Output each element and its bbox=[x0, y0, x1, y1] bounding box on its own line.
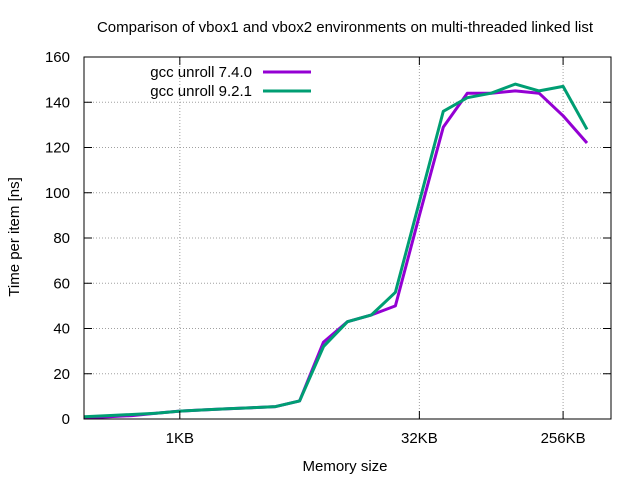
x-tick-label: 32KB bbox=[401, 430, 438, 447]
y-tick-label: 120 bbox=[45, 140, 70, 157]
axis-ticks bbox=[84, 56, 611, 420]
series-1 bbox=[83, 89, 589, 420]
y-tick-label: 60 bbox=[53, 275, 70, 292]
y-tick-label: 160 bbox=[45, 49, 70, 66]
y-tick-label: 140 bbox=[45, 94, 70, 111]
y-tick-label: 100 bbox=[45, 185, 70, 202]
x-axis-label: Memory size bbox=[302, 458, 387, 475]
series-line bbox=[83, 82, 589, 419]
y-tick-label: 20 bbox=[53, 366, 70, 383]
grid-lines bbox=[84, 57, 611, 419]
legend: gcc unroll 7.4.0 gcc unroll 9.2.1 bbox=[150, 64, 311, 100]
legend-label: gcc unroll 9.2.1 bbox=[150, 83, 252, 100]
y-tick-label: 40 bbox=[53, 321, 70, 338]
legend-label: gcc unroll 7.4.0 bbox=[150, 64, 252, 81]
chart-title: Comparison of vbox1 and vbox2 environmen… bbox=[97, 19, 594, 36]
series-line bbox=[83, 89, 589, 420]
x-tick-label: 1KB bbox=[166, 430, 194, 447]
y-axis-label: Time per item [ns] bbox=[6, 177, 23, 296]
series-lines bbox=[83, 82, 589, 420]
y-tick-label: 80 bbox=[53, 230, 70, 247]
tick-labels: 0 20 40 60 80 100 120 140 160 1KB 32KB 256KB bbox=[45, 49, 586, 447]
x-tick-label: 256KB bbox=[541, 430, 586, 447]
series-2 bbox=[83, 82, 589, 419]
y-tick-label: 0 bbox=[62, 411, 70, 428]
